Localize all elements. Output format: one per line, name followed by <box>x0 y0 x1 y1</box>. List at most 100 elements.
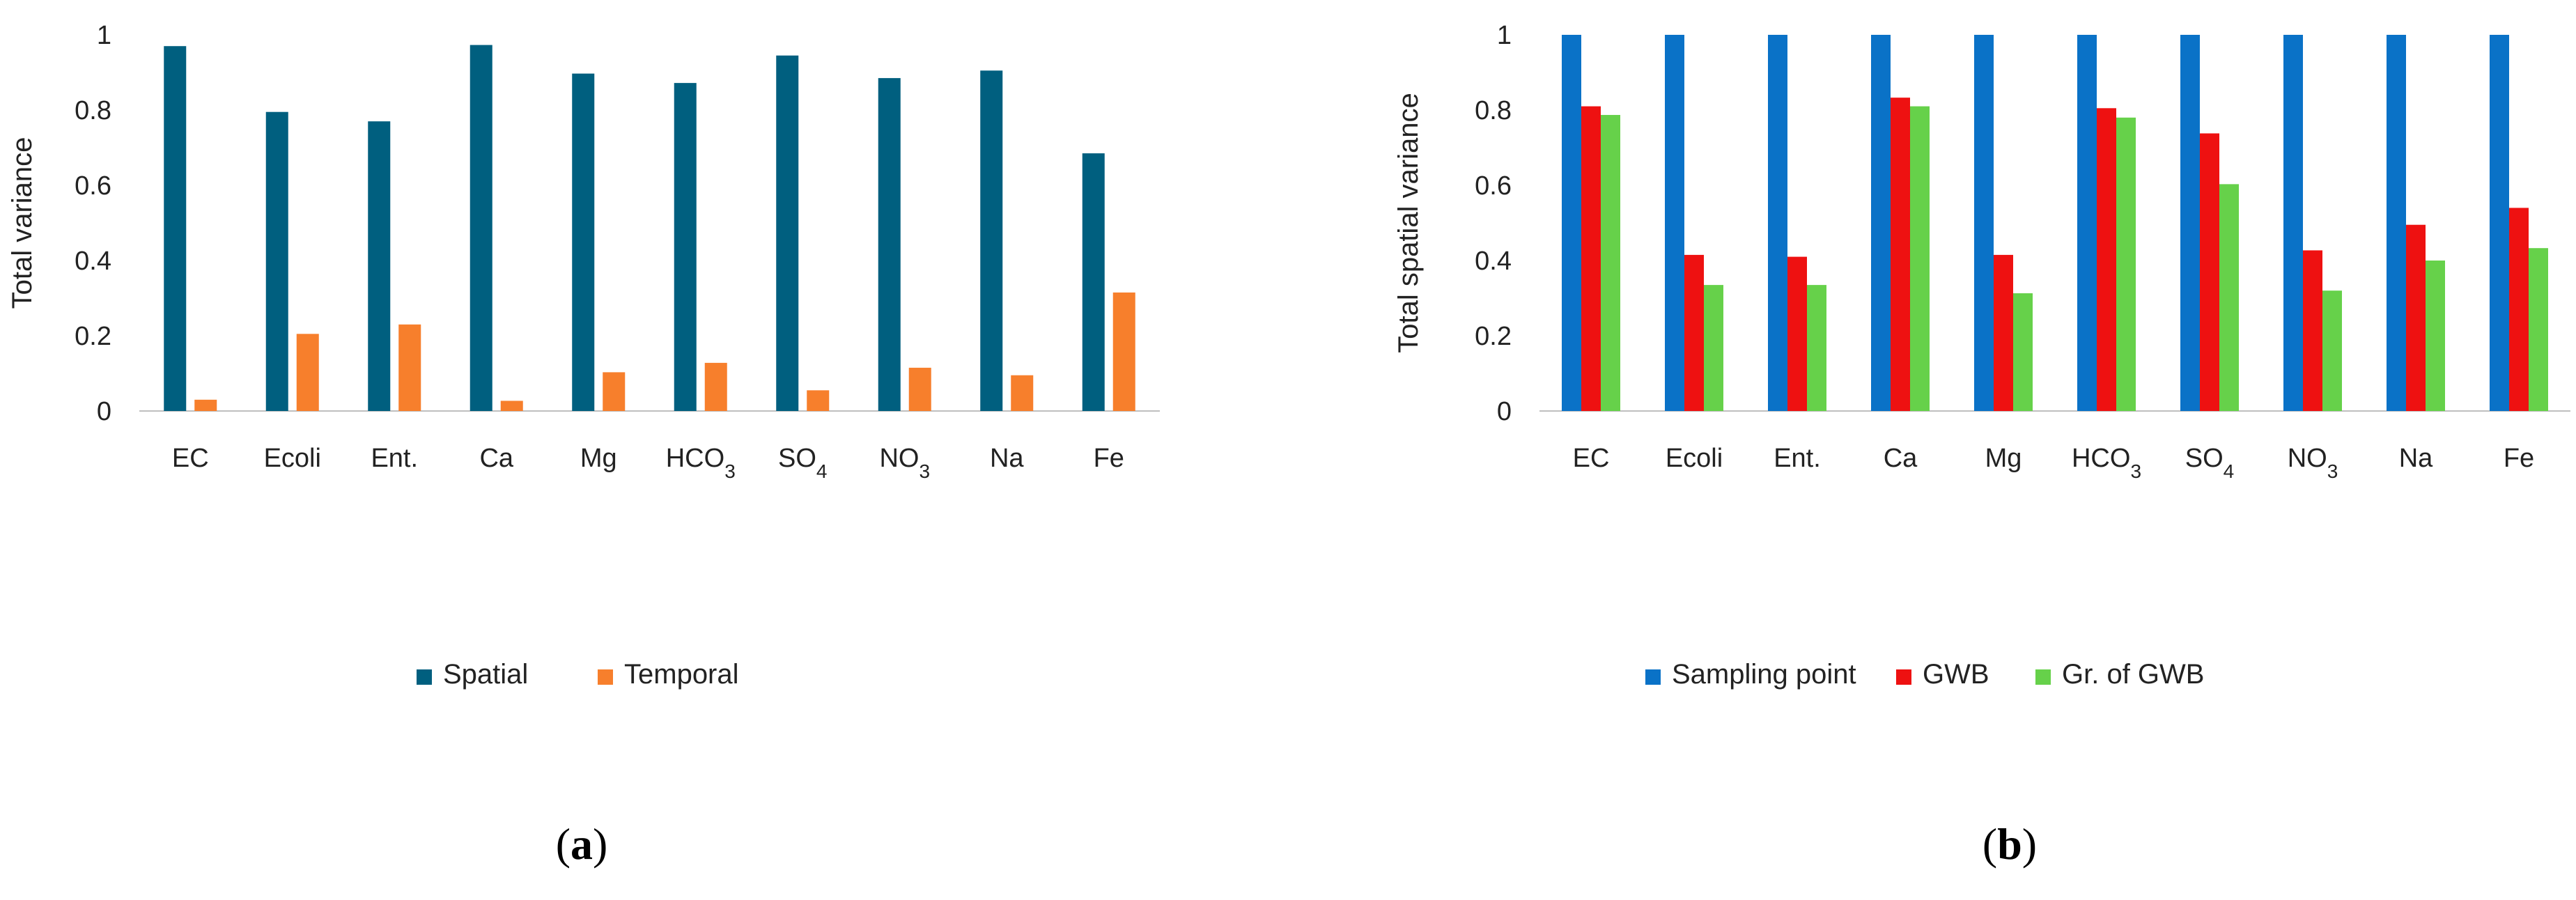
bar-temporal-no3 <box>908 367 931 411</box>
bar-sampling-point-ec <box>1562 35 1581 411</box>
bar-gwb-so4 <box>2200 133 2219 412</box>
bar-gr-of-gwb-ec <box>1601 115 1620 411</box>
bar-gr-of-gwb-so4 <box>2219 184 2239 411</box>
bar-spatial-mg <box>572 73 595 412</box>
y-tick-label: 1 <box>97 21 111 50</box>
bar-gr-of-gwb-mg <box>2013 293 2033 411</box>
panel-label: (b) <box>1983 819 2037 869</box>
bar-spatial-no3 <box>878 78 901 411</box>
x-tick-label: Ca <box>479 444 513 473</box>
x-tick-label: Ecoli <box>264 444 321 473</box>
legend-swatch-spatial <box>417 669 432 685</box>
bar-spatial-ec <box>164 46 187 411</box>
x-tick-label: Na <box>990 444 1024 473</box>
bar-gr-of-gwb-hco3 <box>2116 117 2136 412</box>
bar-sampling-point-hco3 <box>2077 35 2097 411</box>
bar-temporal-ec <box>194 399 217 411</box>
x-tick-label: Mg <box>580 444 617 473</box>
bar-gwb-ecoli <box>1684 254 1704 411</box>
x-tick-label: Mg <box>1985 444 2022 473</box>
bar-spatial-ecoli <box>265 111 288 411</box>
x-tick-label: HCO3 <box>2072 444 2141 482</box>
y-axis-title: Total variance <box>7 137 38 309</box>
bar-gr-of-gwb-fe <box>2529 248 2548 411</box>
bar-temporal-na <box>1011 375 1034 411</box>
bar-temporal-ent <box>398 324 421 411</box>
bar-temporal-ecoli <box>296 334 319 411</box>
panel-letter: b <box>1997 819 2022 869</box>
y-tick-label: 0.4 <box>1475 247 1512 276</box>
y-tick-label: 0.6 <box>75 171 111 201</box>
bar-sampling-point-fe <box>2490 35 2509 411</box>
x-tick-label: Ecoli <box>1666 444 1723 473</box>
legend-label-gwb: GWB <box>1923 659 1989 690</box>
x-tick-label: Ent. <box>1774 444 1821 473</box>
y-tick-label: 0.2 <box>1475 322 1512 351</box>
bar-gwb-ca <box>1891 98 1910 411</box>
x-tick-label: Fe <box>1094 444 1124 473</box>
legend-swatch-temporal <box>598 669 613 685</box>
x-tick-label: NO3 <box>879 444 930 482</box>
bar-sampling-point-so4 <box>2180 35 2200 411</box>
y-tick-label: 0.2 <box>75 322 111 351</box>
bar-gwb-fe <box>2509 208 2529 411</box>
x-tick-label: SO4 <box>778 444 827 482</box>
y-tick-label: 0.8 <box>1475 96 1512 125</box>
y-tick-label: 0 <box>97 397 111 426</box>
legend-swatch-sampling-point <box>1645 669 1661 685</box>
y-tick-label: 0.8 <box>75 96 111 125</box>
bar-gwb-no3 <box>2303 250 2322 411</box>
bar-gwb-ec <box>1581 106 1601 411</box>
bar-sampling-point-na <box>2387 35 2406 411</box>
bar-gwb-na <box>2406 224 2426 411</box>
x-tick-label: Ca <box>1884 444 1918 473</box>
bar-sampling-point-mg <box>1974 35 1994 411</box>
x-tick-label: EC <box>1573 444 1610 473</box>
bar-sampling-point-ecoli <box>1665 35 1684 411</box>
bar-gr-of-gwb-na <box>2426 261 2445 411</box>
chart-panel-b: Total spatial variance 0 0.2 0.4 0.6 0.8 1 EC Ec… <box>1393 21 2570 869</box>
x-tick-label: NO3 <box>2288 444 2338 482</box>
bar-spatial-na <box>980 70 1003 412</box>
x-tick-label: HCO3 <box>666 444 736 482</box>
legend-label-gr-of-gwb: Gr. of GWB <box>2062 659 2204 690</box>
bar-sampling-point-ca <box>1871 35 1891 411</box>
y-axis-title: Total spatial variance <box>1393 93 1424 353</box>
legend-swatch-gwb <box>1896 669 1911 685</box>
x-tick-label: EC <box>172 444 209 473</box>
x-tick-label: Fe <box>2504 444 2534 473</box>
bar-temporal-mg <box>603 372 626 411</box>
bar-spatial-ca <box>470 45 492 411</box>
bar-gr-of-gwb-no3 <box>2322 290 2342 411</box>
legend-label-spatial: Spatial <box>443 659 528 690</box>
bar-temporal-ca <box>500 401 523 411</box>
bar-spatial-fe <box>1082 153 1105 411</box>
x-tick-label: Ent. <box>371 444 418 473</box>
bar-gr-of-gwb-ca <box>1910 106 1930 411</box>
bar-gr-of-gwb-ent <box>1807 285 1826 411</box>
legend-swatch-gr-of-gwb <box>2035 669 2051 685</box>
bar-spatial-so4 <box>776 55 799 411</box>
bar-spatial-hco3 <box>674 83 697 412</box>
y-tick-label: 0 <box>1497 397 1512 426</box>
bar-gr-of-gwb-ecoli <box>1704 285 1723 411</box>
panel-letter: a <box>571 819 593 869</box>
bar-temporal-fe <box>1112 292 1135 411</box>
bar-gwb-mg <box>1994 254 2013 411</box>
y-tick-label: 0.4 <box>75 247 111 276</box>
y-tick-label: 1 <box>1497 21 1512 50</box>
bar-spatial-ent <box>368 121 391 411</box>
bar-gwb-ent <box>1787 256 1807 411</box>
legend-label-temporal: Temporal <box>624 659 739 690</box>
bar-temporal-hco3 <box>704 362 727 411</box>
bar-gwb-hco3 <box>2097 108 2116 412</box>
x-tick-label: Na <box>2399 444 2433 473</box>
bar-sampling-point-ent <box>1768 35 1787 411</box>
legend-label-sampling-point: Sampling point <box>1672 659 1856 690</box>
y-tick-label: 0.6 <box>1475 171 1512 201</box>
x-tick-label: SO4 <box>2185 444 2234 482</box>
chart-panel-a: Total variance 0 0.2 0.4 0.6 0.8 1 EC Ecoli Ent. C… <box>7 21 1160 869</box>
bar-sampling-point-no3 <box>2283 35 2303 411</box>
panel-label: (a) <box>556 819 608 869</box>
